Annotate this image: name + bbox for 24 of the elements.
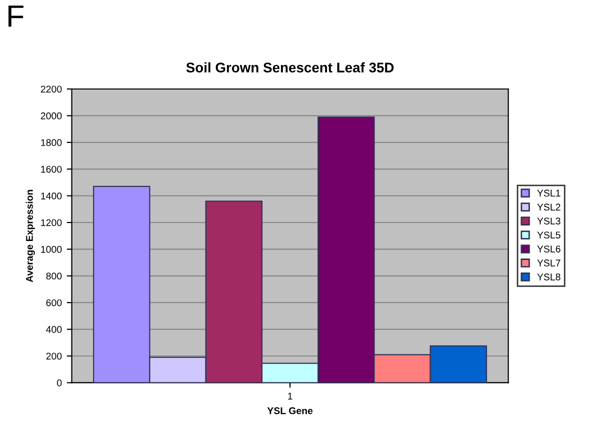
text: F: [8, 6, 24, 27]
y-tick-label: 1200: [41, 219, 62, 226]
x-tick-label: 1: [288, 392, 292, 400]
y-tick-label: 0: [57, 379, 62, 386]
y-tick-label: 1600: [41, 166, 62, 173]
legend-label: YSL3: [537, 218, 560, 225]
y-tick-label: 1400: [41, 192, 62, 200]
y-axis-title: Average Expression: [26, 190, 35, 282]
y-tick-label: 400: [46, 326, 62, 333]
legend-label: YSL8: [537, 274, 560, 280]
y-tick-label: 600: [46, 299, 62, 306]
chart-title: Soil Grown Senescent Leaf 35D: [186, 62, 394, 72]
legend-label: YSL1: [537, 190, 560, 197]
y-tick-label: 1800: [41, 139, 62, 146]
legend-label: YSL7: [537, 260, 560, 266]
y-tick-label: 2000: [40, 112, 62, 120]
y-tick-label: 200: [46, 352, 62, 360]
x-axis-title: YSL Gene: [267, 407, 313, 414]
legend-label: YSL6: [537, 246, 560, 252]
legend-label: YSL2: [537, 204, 560, 211]
y-tick-label: 2200: [40, 86, 62, 93]
y-tick-label: 800: [46, 272, 62, 280]
y-tick-label: 1000: [41, 246, 62, 253]
legend-label: YSL5: [537, 232, 560, 238]
